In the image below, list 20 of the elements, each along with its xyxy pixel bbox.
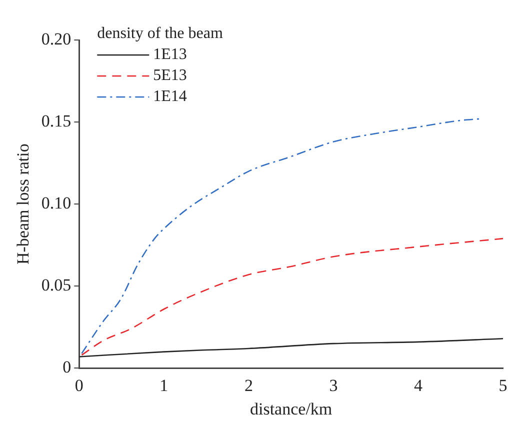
legend-label: 5E13 — [153, 67, 187, 84]
y-tick-label: 0.05 — [41, 276, 72, 295]
x-tick-label: 0 — [74, 376, 84, 395]
y-tick-label: 0.15 — [41, 112, 72, 131]
y-axis-title: H-beam loss ratio — [14, 144, 33, 265]
legend-label: 1E13 — [153, 46, 187, 64]
line-series — [81, 238, 503, 356]
line-series — [81, 118, 482, 354]
x-tick-label: 1 — [160, 376, 168, 395]
x-axis-title: distance/km — [250, 399, 332, 418]
x-tick-label: 3 — [329, 376, 338, 395]
x-tick-label: 2 — [244, 376, 253, 395]
legend-label: 1E14 — [153, 88, 187, 106]
legend-title: density of the beam — [97, 25, 224, 42]
y-tick-label: 0.20 — [41, 29, 72, 48]
x-tick-label: 4 — [414, 376, 423, 395]
x-tick-label: 5 — [498, 376, 508, 395]
y-tick-label: 0.10 — [41, 194, 72, 213]
y-tick-label: 0 — [62, 358, 72, 377]
line-series — [79, 338, 503, 358]
